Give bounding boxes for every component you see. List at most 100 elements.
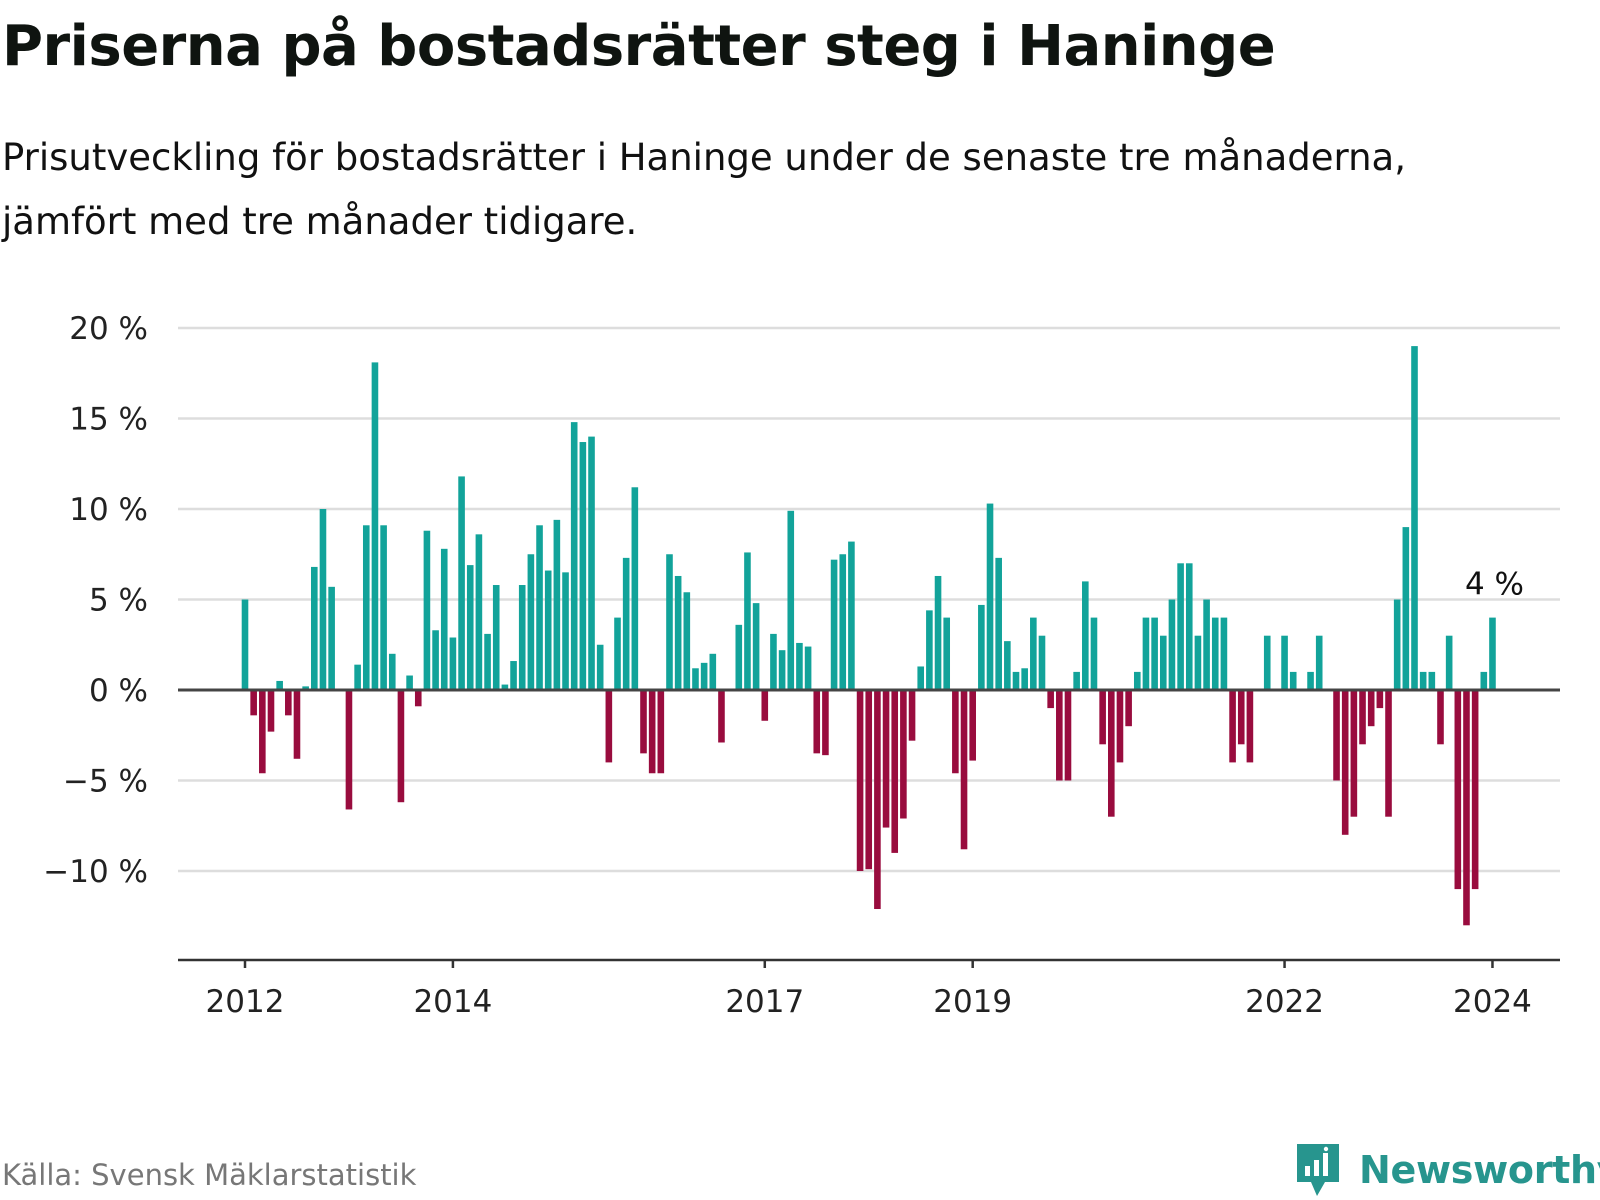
bar (1246, 690, 1254, 763)
bar (622, 557, 630, 690)
bar (1012, 671, 1020, 690)
bar (311, 566, 318, 690)
bar (596, 644, 604, 690)
bar (787, 510, 795, 690)
bar (908, 690, 916, 741)
bar (1125, 690, 1132, 727)
annotation: 4 % (1462, 564, 1527, 606)
bar (1471, 690, 1479, 890)
bar (1480, 671, 1488, 690)
newsworthy-logo-icon (1297, 1144, 1339, 1196)
bar (1333, 690, 1340, 781)
bar (397, 690, 405, 803)
bar (406, 675, 413, 690)
bar (1419, 671, 1427, 690)
x-tick-label: 2019 (933, 984, 1012, 1020)
bar (1038, 635, 1046, 690)
bar (250, 690, 257, 716)
bar (1428, 671, 1436, 690)
bar (414, 690, 422, 707)
bar (735, 624, 743, 690)
bar (856, 690, 864, 871)
newsworthy-logo[interactable]: Newsworthy (1293, 1140, 1600, 1200)
bar (778, 650, 786, 690)
y-tick-label: 20 % (69, 311, 148, 347)
bar (1437, 690, 1444, 745)
bar (1030, 617, 1037, 690)
bar (1142, 617, 1150, 690)
bar (466, 565, 474, 690)
bar (1359, 690, 1366, 745)
bar (709, 653, 717, 690)
x-tick-label: 2017 (725, 984, 804, 1020)
bar (1116, 690, 1124, 763)
bar (354, 664, 361, 690)
bar (492, 585, 500, 690)
bar (241, 599, 249, 690)
bar (527, 554, 535, 690)
bar (475, 534, 483, 690)
bar (1056, 690, 1063, 781)
bar (1004, 641, 1011, 690)
bar (700, 662, 708, 690)
bar (276, 680, 283, 690)
bar (1315, 635, 1323, 690)
bar (259, 690, 266, 774)
y-tick-label: 0 % (89, 673, 148, 709)
bar (874, 690, 881, 910)
bar (640, 690, 647, 754)
bar (900, 690, 907, 819)
bar (1159, 635, 1167, 690)
bar (1281, 635, 1288, 690)
bar (986, 503, 994, 690)
bar (1263, 635, 1271, 690)
chart-subtitle: Prisutveckling för bostadsrätter i Hanin… (2, 136, 1406, 243)
bar (362, 525, 370, 690)
bar (1073, 671, 1080, 690)
bar (943, 617, 951, 690)
bar (891, 690, 899, 853)
y-tick-label: −5 % (63, 764, 148, 800)
bar (536, 525, 543, 690)
bar (1307, 671, 1314, 690)
bar (588, 436, 595, 690)
bar (770, 633, 777, 690)
bar (1376, 690, 1384, 709)
bar (510, 661, 517, 690)
bar (839, 554, 847, 690)
bar (1393, 599, 1401, 690)
bar (1133, 671, 1141, 690)
bar (882, 690, 890, 828)
bar (380, 525, 387, 690)
bar (960, 690, 968, 850)
bar (605, 690, 613, 763)
bar (1229, 690, 1236, 763)
bar (302, 686, 309, 690)
bar (484, 633, 491, 690)
x-tick-label: 2014 (413, 984, 492, 1020)
bar (1168, 599, 1176, 690)
bar-series (241, 346, 1496, 926)
bar (1211, 617, 1219, 690)
bar (267, 690, 275, 732)
source-note: Källa: Svensk Mäklarstatistik (2, 1158, 417, 1192)
bar (631, 487, 639, 690)
bar (614, 617, 621, 690)
bar (1445, 635, 1453, 690)
bar (319, 509, 327, 690)
bar (1177, 563, 1184, 690)
y-tick-label: 5 % (89, 583, 148, 619)
bar (796, 642, 803, 690)
bar (371, 362, 379, 690)
bar (917, 666, 925, 690)
bar (813, 690, 821, 754)
bar (1151, 617, 1158, 690)
bar (1108, 690, 1115, 817)
y-tick-label: 10 % (69, 492, 148, 528)
bar (544, 570, 552, 690)
bar (1021, 668, 1028, 690)
brand-name: Newsworthy (1359, 1148, 1600, 1192)
bar (570, 422, 578, 690)
bar (848, 541, 855, 690)
bar (432, 630, 439, 690)
